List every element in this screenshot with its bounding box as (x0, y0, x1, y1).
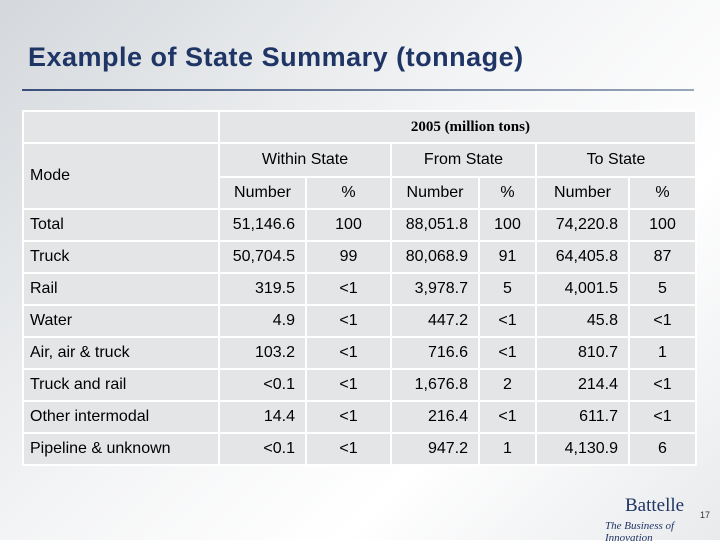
table-cell: Pipeline & unknown (22, 432, 220, 466)
table-cell: Within State (218, 142, 392, 178)
table-row: Water 4.9 <1 447.2 <1 45.8 <1 (22, 304, 697, 338)
table-cell: 2005 (million tons) (218, 110, 697, 144)
table-cell: Total (22, 208, 220, 242)
table-cell: Mode (22, 142, 220, 210)
table-row: Pipeline & unknown <0.1 <1 947.2 1 4,130.9 6 (22, 432, 697, 466)
table-cell: 91 (478, 240, 537, 274)
table-cell: <1 (478, 400, 537, 434)
table-cell: <1 (305, 304, 392, 338)
table-row: Rail 319.5 <1 3,978.7 5 4,001.5 5 (22, 272, 697, 306)
table-cell: 14.4 (218, 400, 307, 434)
table-cell: Number (218, 176, 307, 210)
summary-table: 2005 (million tons) Mode Within State From … (22, 110, 697, 466)
table-cell: 100 (305, 208, 392, 242)
table-cell: 4.9 (218, 304, 307, 338)
table-cell: <1 (305, 400, 392, 434)
table-cell: % (478, 176, 537, 210)
table-cell: 45.8 (535, 304, 630, 338)
table-cell (22, 110, 220, 144)
table-cell: <1 (478, 336, 537, 370)
table-cell: 1,676.8 (390, 368, 480, 402)
table-cell: 716.6 (390, 336, 480, 370)
table-cell: Number (390, 176, 480, 210)
table-cell: Truck and rail (22, 368, 220, 402)
table-cell: From State (390, 142, 537, 178)
table-cell: 2 (478, 368, 537, 402)
table-cell: 1 (478, 432, 537, 466)
title-rule (22, 89, 694, 91)
table-cell: 5 (478, 272, 537, 306)
logo: Battelle (625, 495, 685, 516)
page-number: 17 (700, 510, 711, 520)
table-cell: Truck (22, 240, 220, 274)
table-cell: 216.4 (390, 400, 480, 434)
table-cell: <0.1 (218, 368, 307, 402)
table-cell: Water (22, 304, 220, 338)
title: Example of State Summary (tonnage) (28, 42, 524, 72)
table-row: Other intermodal 14.4 <1 216.4 <1 611.7 <1 (22, 400, 697, 434)
table-cell: 103.2 (218, 336, 307, 370)
table-cell: 5 (628, 272, 697, 306)
table-cell: 611.7 (535, 400, 630, 434)
table-cell: <1 (305, 336, 392, 370)
table-cell: 4,001.5 (535, 272, 630, 306)
table-cell: <1 (628, 304, 697, 338)
table-cell: 51,146.6 (218, 208, 307, 242)
table-cell: % (305, 176, 392, 210)
table-cell: 50,704.5 (218, 240, 307, 274)
table-row: Truck 50,704.5 99 80,068.9 91 64,405.8 87 (22, 240, 697, 274)
table-cell: Rail (22, 272, 220, 306)
table-cell: <1 (305, 432, 392, 466)
table-cell: 74,220.8 (535, 208, 630, 242)
table-cell: <1 (628, 400, 697, 434)
table-cell: 319.5 (218, 272, 307, 306)
table-cell: 99 (305, 240, 392, 274)
table-cell: <1 (305, 272, 392, 306)
table-row: Total 51,146.6 100 88,051.8 100 74,220.8 100 (22, 208, 697, 242)
table-cell: 4,130.9 (535, 432, 630, 466)
table-cell: 100 (478, 208, 537, 242)
table-cell: 810.7 (535, 336, 630, 370)
table-cell: % (628, 176, 697, 210)
table-cell: 3,978.7 (390, 272, 480, 306)
table-cell: 100 (628, 208, 697, 242)
table-cell: <0.1 (218, 432, 307, 466)
table-row: 2005 (million tons) (22, 110, 697, 144)
tagline: The Business of Innovation (605, 520, 675, 544)
table-cell: 64,405.8 (535, 240, 630, 274)
table-cell: Air, air & truck (22, 336, 220, 370)
table-cell: 6 (628, 432, 697, 466)
table-cell: 87 (628, 240, 697, 274)
table-row: Number% Number% Number% (23, 176, 697, 210)
table-cell: Other intermodal (22, 400, 220, 434)
table-cell: To State (535, 142, 697, 178)
table-row: Truck and rail <0.1 <1 1,676.8 2 214.4 <1 (22, 368, 697, 402)
table-cell: <1 (478, 304, 537, 338)
table-cell: 447.2 (390, 304, 480, 338)
table-cell: <1 (305, 368, 392, 402)
table-cell: 214.4 (535, 368, 630, 402)
table-cell: <1 (628, 368, 697, 402)
table-row: Air, air & truck 103.2 <1 716.6 <1 810.7 1 (22, 336, 697, 370)
table-row: Mode Within State From State To State (22, 142, 697, 210)
table-cell: 1 (628, 336, 697, 370)
table-cell: 88,051.8 (390, 208, 480, 242)
table-cell: 80,068.9 (390, 240, 480, 274)
table-cell: 947.2 (390, 432, 480, 466)
table-cell: Number (535, 176, 630, 210)
